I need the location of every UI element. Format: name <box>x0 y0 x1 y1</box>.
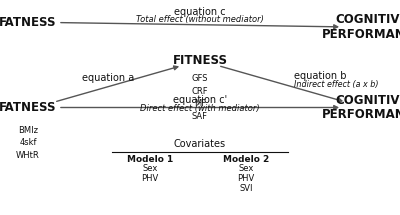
Text: Sex: Sex <box>238 164 254 173</box>
Text: SVI: SVI <box>239 184 253 193</box>
Text: COGNITIVE
PERFORMANCE: COGNITIVE PERFORMANCE <box>322 94 400 121</box>
Text: PHV: PHV <box>237 174 255 183</box>
Text: BMIz
4skf
WHtR: BMIz 4skf WHtR <box>16 126 40 160</box>
Text: FITNESS: FITNESS <box>172 54 228 67</box>
Text: equation b: equation b <box>294 71 346 81</box>
Text: Modelo 2: Modelo 2 <box>223 155 269 164</box>
Text: Covariates: Covariates <box>174 139 226 149</box>
Text: Total effect (without mediator): Total effect (without mediator) <box>136 15 264 24</box>
Text: GFS
CRF
MF
SAF: GFS CRF MF SAF <box>192 74 208 121</box>
Text: Sex: Sex <box>142 164 158 173</box>
Text: FATNESS: FATNESS <box>0 16 57 29</box>
Text: equation c': equation c' <box>173 95 227 105</box>
Text: COGNITIVE
PERFORMANCE: COGNITIVE PERFORMANCE <box>322 13 400 41</box>
Text: Modelo 1: Modelo 1 <box>127 155 173 164</box>
Text: Direct effect (with mediator): Direct effect (with mediator) <box>140 104 260 113</box>
Text: PHV: PHV <box>141 174 159 183</box>
Text: equation a: equation a <box>82 74 134 83</box>
Text: FATNESS: FATNESS <box>0 101 57 114</box>
Text: Indirect effect (a x b): Indirect effect (a x b) <box>294 80 378 89</box>
Text: equation c: equation c <box>174 7 226 17</box>
